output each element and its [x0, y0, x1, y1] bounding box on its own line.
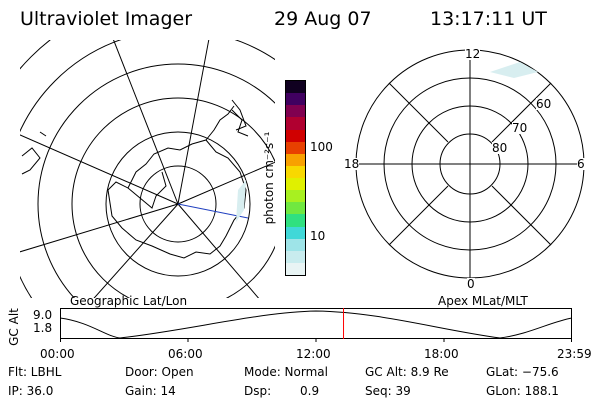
lat-circle	[20, 40, 275, 298]
colorbar-segment	[286, 190, 305, 203]
lat-circle	[105, 131, 251, 277]
mlat-label-70: 70	[512, 121, 528, 135]
lat-circle	[139, 165, 217, 243]
colorbar-unit-label: photon cm⁻²s⁻¹	[262, 131, 276, 225]
colorbar-segment	[286, 129, 305, 142]
colorbar-segment	[286, 262, 305, 275]
x-tick-0600: 06:00	[168, 347, 203, 361]
meridian-line	[20, 134, 179, 205]
colorbar-segment	[286, 165, 305, 178]
colorbar-segment	[286, 238, 305, 251]
ip-info: IP: 36.0	[8, 384, 54, 398]
lat-circle	[37, 63, 275, 298]
coastline	[107, 139, 247, 259]
mlat-label-60: 60	[536, 97, 552, 111]
gc-alt-info: GC Alt: 8.9 Re	[365, 365, 449, 379]
meridian-line	[177, 203, 260, 298]
colorbar-segment	[286, 93, 305, 106]
dsp-value: 0.9	[300, 384, 320, 398]
colorbar-segment	[286, 226, 305, 239]
instrument-title: Ultraviolet Imager	[20, 8, 193, 30]
gain-info: Gain: 14	[125, 384, 176, 398]
altitude-curve	[60, 310, 572, 339]
mode-info: Mode: Normal	[244, 365, 328, 379]
colorbar	[285, 80, 306, 276]
meridian-line	[20, 203, 179, 253]
x-tick-0000: 00:00	[40, 347, 75, 361]
lat-circle	[71, 97, 275, 298]
colorbar-segment	[286, 214, 305, 227]
date-label: 29 Aug 07	[274, 8, 372, 30]
aurora-patch	[236, 180, 246, 222]
mlat-label-80: 80	[492, 141, 508, 155]
x-tick-1200: 12:00	[296, 347, 331, 361]
colorbar-segment	[286, 202, 305, 215]
coastline	[231, 99, 247, 131]
glat-info: GLat: −75.6	[486, 365, 559, 379]
mlt-label-0: 0	[467, 277, 475, 291]
apex-caption: Apex MLat/MLT	[438, 294, 528, 308]
aurora-patch	[490, 62, 538, 78]
meridian-line	[113, 40, 179, 205]
colorbar-tick-100: 100	[310, 140, 333, 154]
geographic-map	[20, 40, 275, 298]
altitude-plot	[60, 308, 572, 342]
coastline	[39, 131, 47, 137]
lat-circle	[20, 40, 51, 70]
meridian-line	[93, 203, 179, 298]
colorbar-segment	[286, 250, 305, 263]
altitude-ytick-bottom: 1.8	[33, 321, 53, 335]
altitude-ytick-top: 9.0	[33, 308, 53, 322]
seq-info: Seq: 39	[365, 384, 411, 398]
mlt-label-6: 6	[577, 157, 585, 171]
colorbar-segment	[286, 117, 305, 130]
colorbar-segment	[286, 153, 305, 166]
time-label: 13:17:11 UT	[430, 8, 547, 30]
glon-info: GLon: 188.1	[486, 384, 559, 398]
mlat-mlt-dial	[355, 49, 585, 279]
sun-direction-line	[177, 203, 249, 219]
geographic-caption: Geographic Lat/Lon	[70, 294, 188, 308]
colorbar-segment	[286, 105, 305, 118]
colorbar-segment	[286, 178, 305, 191]
mlt-label-12: 12	[465, 47, 481, 61]
dsp-label: Dsp:	[244, 384, 272, 398]
colorbar-tick-10: 10	[310, 229, 326, 243]
door-info: Door: Open	[125, 365, 194, 379]
filter-info: Flt: LBHL	[8, 365, 62, 379]
colorbar-segment	[286, 141, 305, 154]
x-tick-1800: 18:00	[424, 347, 459, 361]
coastline	[127, 171, 167, 209]
meridian-line	[177, 161, 275, 205]
meridian-line	[177, 40, 210, 205]
colorbar-segment	[286, 81, 305, 94]
x-tick-2359: 23:59	[557, 347, 592, 361]
mlt-label-18: 18	[344, 157, 360, 171]
coastline	[231, 109, 249, 137]
coastline	[21, 147, 41, 175]
altitude-ylabel: GC Alt	[7, 308, 21, 346]
coastline	[205, 105, 235, 141]
